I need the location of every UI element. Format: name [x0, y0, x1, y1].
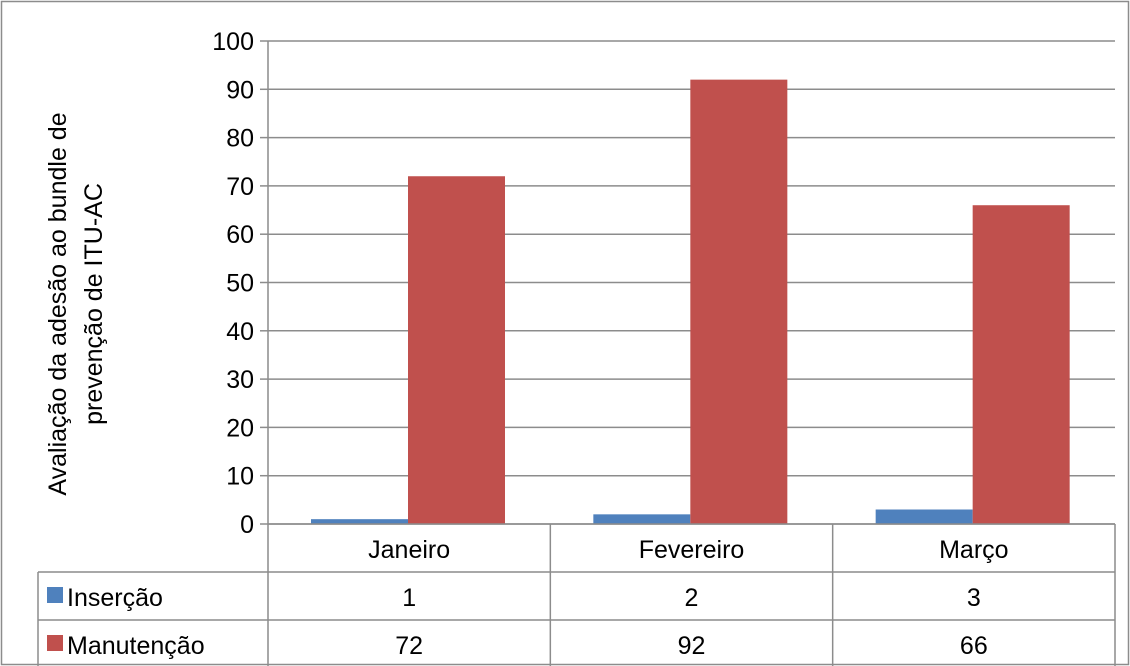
legend-label: Inserção [67, 584, 163, 612]
y-tick-label: 60 [226, 221, 254, 249]
legend-key-inserção [47, 587, 63, 603]
bar-inserção-fevereiro [593, 514, 691, 524]
y-tick-label: 80 [226, 125, 254, 153]
data-label: 3 [967, 584, 981, 612]
bar-manutenção-março [972, 205, 1070, 524]
bar-manutenção-fevereiro [690, 79, 788, 524]
y-tick-label: 10 [226, 463, 254, 491]
bars [311, 79, 1070, 525]
category-label: Fevereiro [639, 536, 745, 564]
y-tick-label: 30 [226, 366, 254, 394]
bar-inserção-janeiro [311, 519, 408, 524]
y-tick-label: 50 [226, 270, 254, 298]
y-axis-label-line-2: prevenção de ITU-AC [80, 183, 108, 425]
y-tick-label: 0 [240, 511, 254, 539]
y-tick-labels: 0 10 20 30 40 50 60 70 80 90 100 [212, 28, 254, 539]
y-tick-label: 90 [226, 76, 254, 104]
data-table: Janeiro Fevereiro Março Inserção 1 2 3 Manutenç… [37, 523, 1116, 666]
data-label: 1 [402, 584, 416, 612]
data-label: 72 [395, 632, 423, 660]
legend-label: Manutenção [67, 632, 205, 660]
legend-key-manutenção [47, 635, 63, 651]
data-label: 92 [678, 632, 706, 660]
category-label: Janeiro [368, 536, 450, 564]
bar-manutenção-janeiro [408, 176, 505, 525]
data-label: 66 [960, 632, 988, 660]
y-axis-label: Avaliação da adesão ao bundle de prevenç… [44, 112, 108, 495]
category-label: Março [939, 536, 1008, 564]
y-tick-label: 70 [226, 173, 254, 201]
y-tick-label: 100 [212, 28, 254, 56]
data-label: 2 [685, 584, 699, 612]
bar-inserção-março [875, 509, 973, 524]
y-tick-label: 40 [226, 318, 254, 346]
y-tick-label: 20 [226, 414, 254, 442]
y-axis-label-line-1: Avaliação da adesão ao bundle de [44, 112, 72, 495]
